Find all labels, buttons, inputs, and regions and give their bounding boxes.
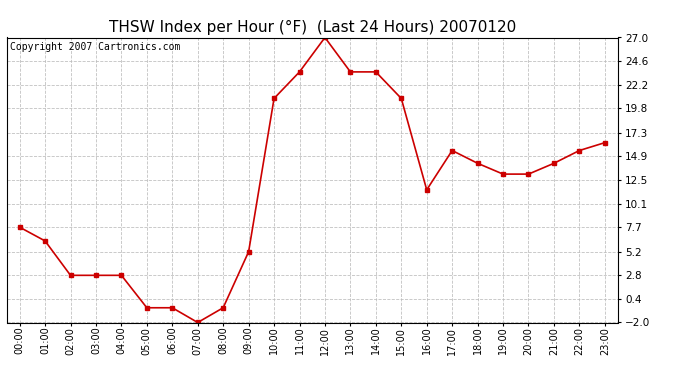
Text: Copyright 2007 Cartronics.com: Copyright 2007 Cartronics.com — [10, 42, 180, 52]
Title: THSW Index per Hour (°F)  (Last 24 Hours) 20070120: THSW Index per Hour (°F) (Last 24 Hours)… — [108, 20, 516, 35]
